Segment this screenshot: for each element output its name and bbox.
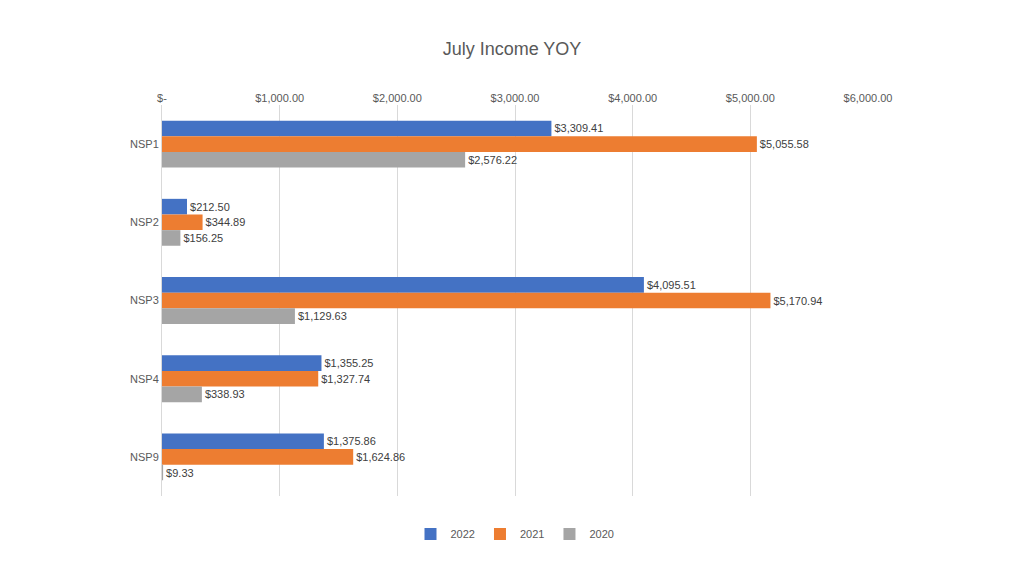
svg-text:$6,000.00: $6,000.00: [844, 92, 893, 104]
svg-text:NSP2: NSP2: [130, 216, 159, 228]
svg-text:$-: $-: [157, 92, 167, 104]
svg-text:2022: 2022: [451, 528, 475, 540]
svg-text:$1,355.25: $1,355.25: [324, 357, 373, 369]
svg-text:$212.50: $212.50: [190, 201, 230, 213]
svg-text:$156.25: $156.25: [183, 232, 223, 244]
svg-text:$2,576.22: $2,576.22: [468, 154, 517, 166]
svg-text:$5,170.94: $5,170.94: [773, 295, 822, 307]
svg-text:NSP1: NSP1: [130, 138, 159, 150]
svg-text:2020: 2020: [589, 528, 613, 540]
svg-text:$3,309.41: $3,309.41: [554, 122, 603, 134]
svg-text:NSP3: NSP3: [130, 294, 159, 306]
svg-text:$4,095.51: $4,095.51: [647, 279, 696, 291]
svg-text:2021: 2021: [520, 528, 544, 540]
svg-text:NSP4: NSP4: [130, 373, 159, 385]
svg-text:$344.89: $344.89: [206, 216, 246, 228]
svg-text:$1,000.00: $1,000.00: [255, 92, 304, 104]
svg-text:$1,327.74: $1,327.74: [321, 373, 370, 385]
svg-text:$1,375.86: $1,375.86: [327, 435, 376, 447]
svg-text:NSP9: NSP9: [130, 451, 159, 463]
svg-text:$9.33: $9.33: [166, 467, 194, 479]
svg-text:$5,000.00: $5,000.00: [726, 92, 775, 104]
svg-text:$338.93: $338.93: [205, 388, 245, 400]
svg-text:$4,000.00: $4,000.00: [608, 92, 657, 104]
svg-text:$2,000.00: $2,000.00: [373, 92, 422, 104]
svg-text:$1,129.63: $1,129.63: [298, 310, 347, 322]
svg-text:$1,624.86: $1,624.86: [356, 451, 405, 463]
svg-text:$5,055.58: $5,055.58: [760, 138, 809, 150]
svg-text:July Income YOY: July Income YOY: [443, 39, 582, 59]
svg-text:$3,000.00: $3,000.00: [491, 92, 540, 104]
